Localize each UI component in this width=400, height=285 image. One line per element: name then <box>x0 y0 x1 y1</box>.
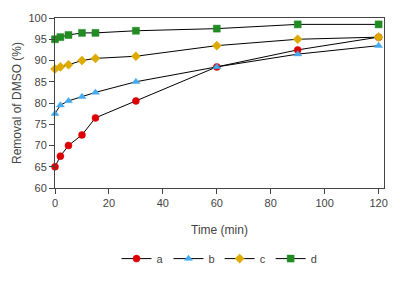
svg-text:60: 60 <box>35 182 47 194</box>
svg-text:Time (min): Time (min) <box>191 223 248 237</box>
svg-text:20: 20 <box>103 197 115 209</box>
svg-text:70: 70 <box>35 139 47 151</box>
svg-text:80: 80 <box>265 197 277 209</box>
svg-text:0: 0 <box>52 197 58 209</box>
svg-text:b: b <box>209 253 215 265</box>
svg-text:65: 65 <box>35 161 47 173</box>
svg-text:80: 80 <box>35 97 47 109</box>
svg-text:95: 95 <box>35 33 47 45</box>
svg-text:120: 120 <box>369 197 387 209</box>
svg-text:100: 100 <box>28 12 46 24</box>
svg-text:90: 90 <box>35 54 47 66</box>
svg-text:40: 40 <box>157 197 169 209</box>
svg-text:100: 100 <box>315 197 333 209</box>
svg-text:d: d <box>311 253 317 265</box>
svg-text:c: c <box>260 253 266 265</box>
svg-text:85: 85 <box>35 76 47 88</box>
svg-text:Removal of DMSO (%): Removal of DMSO (%) <box>10 42 24 164</box>
svg-text:60: 60 <box>211 197 223 209</box>
svg-text:a: a <box>157 253 164 265</box>
svg-text:75: 75 <box>35 118 47 130</box>
